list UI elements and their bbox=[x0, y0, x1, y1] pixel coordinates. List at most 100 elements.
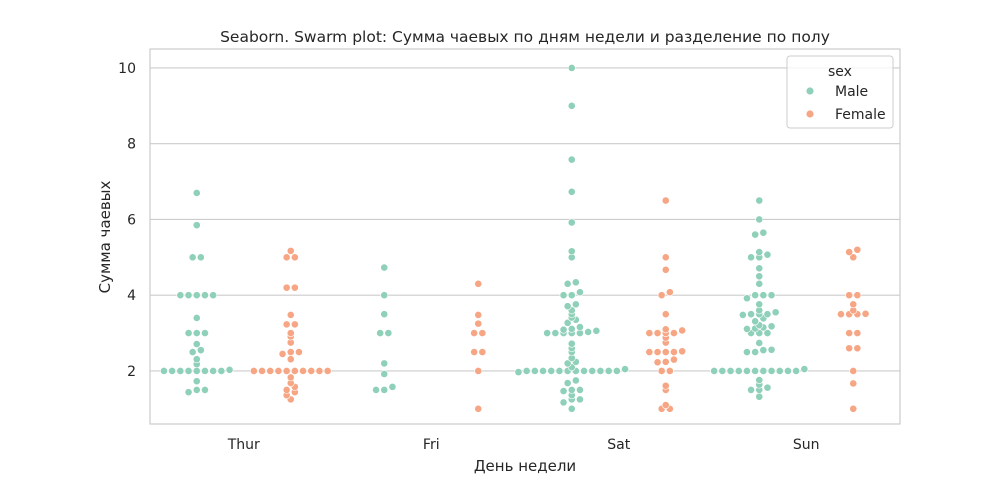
point-female-sun bbox=[849, 367, 858, 375]
point-female-thur bbox=[282, 283, 291, 292]
point-male-sun bbox=[751, 367, 760, 375]
point-male-sun bbox=[747, 253, 755, 262]
point-male-sat bbox=[559, 398, 568, 407]
point-male-sat bbox=[576, 395, 584, 404]
point-male-sun bbox=[734, 367, 743, 375]
point-male-sat bbox=[567, 339, 576, 348]
point-male-sun bbox=[751, 348, 760, 356]
point-female-thur bbox=[282, 386, 291, 394]
point-male-sun bbox=[759, 228, 768, 237]
point-female-thur bbox=[282, 253, 291, 262]
point-female-sat bbox=[665, 288, 674, 297]
point-male-fri bbox=[376, 329, 385, 337]
point-male-sun bbox=[767, 322, 776, 331]
point-male-sun bbox=[743, 294, 751, 303]
point-female-sun bbox=[861, 309, 870, 318]
point-female-sun bbox=[853, 329, 862, 337]
point-female-thur bbox=[258, 367, 266, 375]
point-male-sat bbox=[571, 376, 580, 385]
point-male-sun bbox=[755, 392, 764, 401]
point-female-sat bbox=[661, 196, 670, 205]
point-male-sat bbox=[576, 288, 584, 297]
point-male-sat bbox=[584, 328, 593, 336]
point-male-sat bbox=[588, 367, 597, 375]
point-female-sat bbox=[653, 348, 662, 356]
point-female-sat bbox=[657, 367, 666, 375]
point-female-sun bbox=[845, 329, 854, 337]
point-male-sat bbox=[563, 302, 572, 311]
point-male-thur bbox=[192, 189, 201, 197]
point-female-thur bbox=[286, 311, 295, 319]
point-male-sat bbox=[604, 367, 613, 375]
point-female-sat bbox=[645, 329, 654, 337]
y-tick-label-10: 10 bbox=[118, 61, 136, 77]
point-male-sun bbox=[710, 367, 719, 375]
point-female-sat bbox=[653, 329, 662, 337]
point-male-sat bbox=[567, 101, 576, 110]
point-male-sun bbox=[755, 279, 764, 288]
point-male-sat bbox=[567, 325, 576, 333]
legend-title: sex bbox=[828, 64, 852, 80]
point-female-sat bbox=[657, 291, 666, 300]
point-female-thur bbox=[274, 367, 283, 375]
point-male-thur bbox=[225, 365, 234, 374]
point-female-fri bbox=[470, 348, 479, 356]
point-male-thur bbox=[184, 291, 193, 300]
y-axis-label: Сумма чаевых bbox=[96, 180, 114, 293]
point-male-fri bbox=[384, 329, 393, 337]
point-male-sat bbox=[567, 218, 576, 227]
point-male-sun bbox=[763, 329, 772, 337]
point-female-sun bbox=[845, 248, 854, 256]
point-female-thur bbox=[282, 320, 291, 329]
point-male-sun bbox=[751, 230, 760, 239]
point-male-sun bbox=[755, 272, 764, 281]
point-male-fri bbox=[380, 291, 389, 300]
point-female-thur bbox=[290, 253, 299, 262]
point-female-thur bbox=[249, 367, 258, 375]
point-female-sat bbox=[661, 381, 670, 390]
point-female-sat bbox=[678, 347, 687, 356]
point-female-sun bbox=[853, 344, 862, 353]
point-female-sun bbox=[837, 310, 845, 319]
point-male-sat bbox=[567, 155, 576, 164]
point-female-sat bbox=[665, 367, 674, 375]
point-male-sun bbox=[767, 367, 776, 375]
point-male-sat bbox=[514, 368, 523, 377]
point-male-sun bbox=[784, 367, 792, 375]
point-female-thur bbox=[266, 367, 275, 375]
point-female-sat bbox=[661, 401, 670, 409]
point-female-thur bbox=[295, 348, 303, 356]
point-female-sun bbox=[849, 253, 858, 262]
point-female-thur bbox=[286, 355, 295, 364]
point-male-sat bbox=[571, 300, 580, 309]
point-female-sat bbox=[678, 326, 687, 335]
point-female-sun bbox=[853, 291, 862, 300]
point-male-sat bbox=[559, 325, 568, 334]
y-tick-label-2: 2 bbox=[127, 364, 136, 380]
point-male-fri bbox=[388, 382, 397, 391]
point-male-sat bbox=[567, 247, 576, 256]
point-male-sun bbox=[718, 367, 727, 375]
legend: sex Male Female bbox=[786, 55, 894, 129]
y-axis-ticks: 2 4 6 8 10 bbox=[118, 61, 136, 380]
point-male-sat bbox=[547, 367, 556, 375]
point-male-sat bbox=[592, 326, 601, 335]
point-male-thur bbox=[188, 348, 197, 356]
point-male-sat bbox=[555, 367, 564, 375]
point-male-sun bbox=[771, 308, 780, 317]
point-male-thur bbox=[184, 367, 193, 375]
point-male-sun bbox=[751, 317, 760, 326]
point-male-fri bbox=[380, 310, 389, 319]
point-male-sun bbox=[743, 348, 751, 356]
x-tick-label-fri: Fri bbox=[423, 437, 440, 453]
point-male-fri bbox=[380, 370, 389, 378]
point-male-sun bbox=[743, 325, 751, 333]
point-male-thur bbox=[196, 346, 205, 355]
point-female-thur bbox=[323, 367, 332, 375]
point-male-thur bbox=[192, 377, 201, 386]
point-male-thur bbox=[192, 355, 201, 364]
point-male-sun bbox=[759, 367, 768, 375]
point-male-thur bbox=[201, 367, 209, 375]
point-female-fri bbox=[478, 348, 487, 356]
